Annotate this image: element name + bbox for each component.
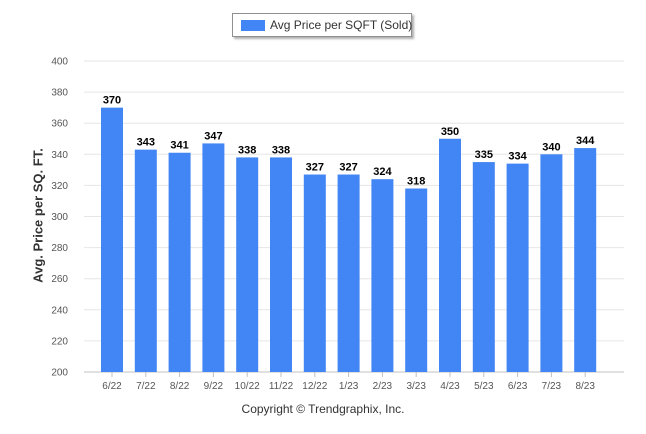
bar — [405, 188, 428, 372]
y-tick-label: 380 — [51, 88, 68, 99]
data-label: 338 — [272, 144, 290, 156]
bar — [371, 179, 394, 372]
y-axis-label: Avg. Price per SQ. FT. — [30, 148, 46, 283]
x-tick-label: 6/23 — [508, 381, 528, 392]
y-tick-label: 400 — [51, 57, 68, 68]
bar — [574, 148, 597, 372]
x-tick-label: 7/22 — [136, 381, 156, 392]
data-label: 327 — [306, 162, 324, 174]
bar — [270, 157, 292, 372]
data-label: 343 — [137, 137, 155, 149]
y-tick-label: 220 — [51, 336, 68, 347]
bar — [101, 107, 123, 373]
copyright-text: Copyright © Trendgraphix, Inc. — [241, 402, 405, 416]
legend[interactable]: Avg Price per SQFT (Sold) — [232, 13, 412, 37]
bar — [337, 174, 360, 372]
y-tick-label: 340 — [51, 150, 68, 161]
x-tick-label: 2/23 — [373, 381, 393, 392]
bar — [506, 163, 529, 372]
x-tick-label: 10/22 — [235, 381, 260, 392]
bar — [303, 174, 326, 372]
data-label: 318 — [407, 176, 425, 188]
legend-swatch — [241, 20, 265, 31]
x-tick-label: 6/22 — [102, 381, 122, 392]
data-label: 324 — [373, 166, 392, 178]
x-tick-label: 12/22 — [302, 381, 327, 392]
y-tick-label: 360 — [51, 119, 68, 130]
bars — [101, 107, 597, 373]
data-label: 338 — [238, 144, 256, 156]
data-label: 370 — [103, 95, 121, 107]
data-label: 335 — [475, 149, 493, 161]
bar — [472, 162, 495, 372]
y-axis-ticks: 200 220 240 260 280 300 320 340 360 380 400 — [51, 57, 68, 379]
bar — [134, 149, 157, 372]
x-tick-label: 7/23 — [542, 381, 562, 392]
x-tick-label: 11/22 — [269, 381, 294, 392]
y-tick-label: 280 — [51, 243, 68, 254]
data-label: 344 — [576, 135, 595, 147]
data-label: 347 — [204, 130, 222, 142]
x-tick-label: 5/23 — [474, 381, 494, 392]
bar — [439, 138, 461, 372]
data-label: 334 — [508, 151, 527, 163]
bar — [540, 154, 563, 372]
data-labels: 370 343 341 347 338 338 327 327 324 318 350 335 334 3… — [103, 95, 595, 188]
y-tick-label: 300 — [51, 212, 68, 223]
legend-label: Avg Price per SQFT (Sold) — [270, 18, 413, 32]
data-label: 327 — [339, 162, 357, 174]
x-tick-label: 8/22 — [170, 381, 190, 392]
data-label: 341 — [170, 140, 188, 152]
y-tick-label: 240 — [51, 305, 68, 316]
data-label: 340 — [542, 141, 560, 153]
x-tick-label: 4/23 — [440, 381, 460, 392]
x-axis-ticks: 6/22 7/22 8/22 9/22 10/22 11/22 12/22 1/23 2/23 3… — [102, 372, 595, 392]
y-tick-label: 320 — [51, 181, 68, 192]
x-tick-label: 8/23 — [575, 381, 595, 392]
bar — [202, 143, 225, 372]
data-label: 350 — [441, 126, 459, 138]
y-tick-label: 260 — [51, 274, 68, 285]
x-tick-label: 1/23 — [339, 381, 359, 392]
x-tick-label: 9/22 — [204, 381, 224, 392]
x-tick-label: 3/23 — [406, 381, 426, 392]
bar — [236, 157, 259, 372]
y-tick-label: 200 — [51, 368, 68, 379]
bar — [168, 152, 191, 372]
